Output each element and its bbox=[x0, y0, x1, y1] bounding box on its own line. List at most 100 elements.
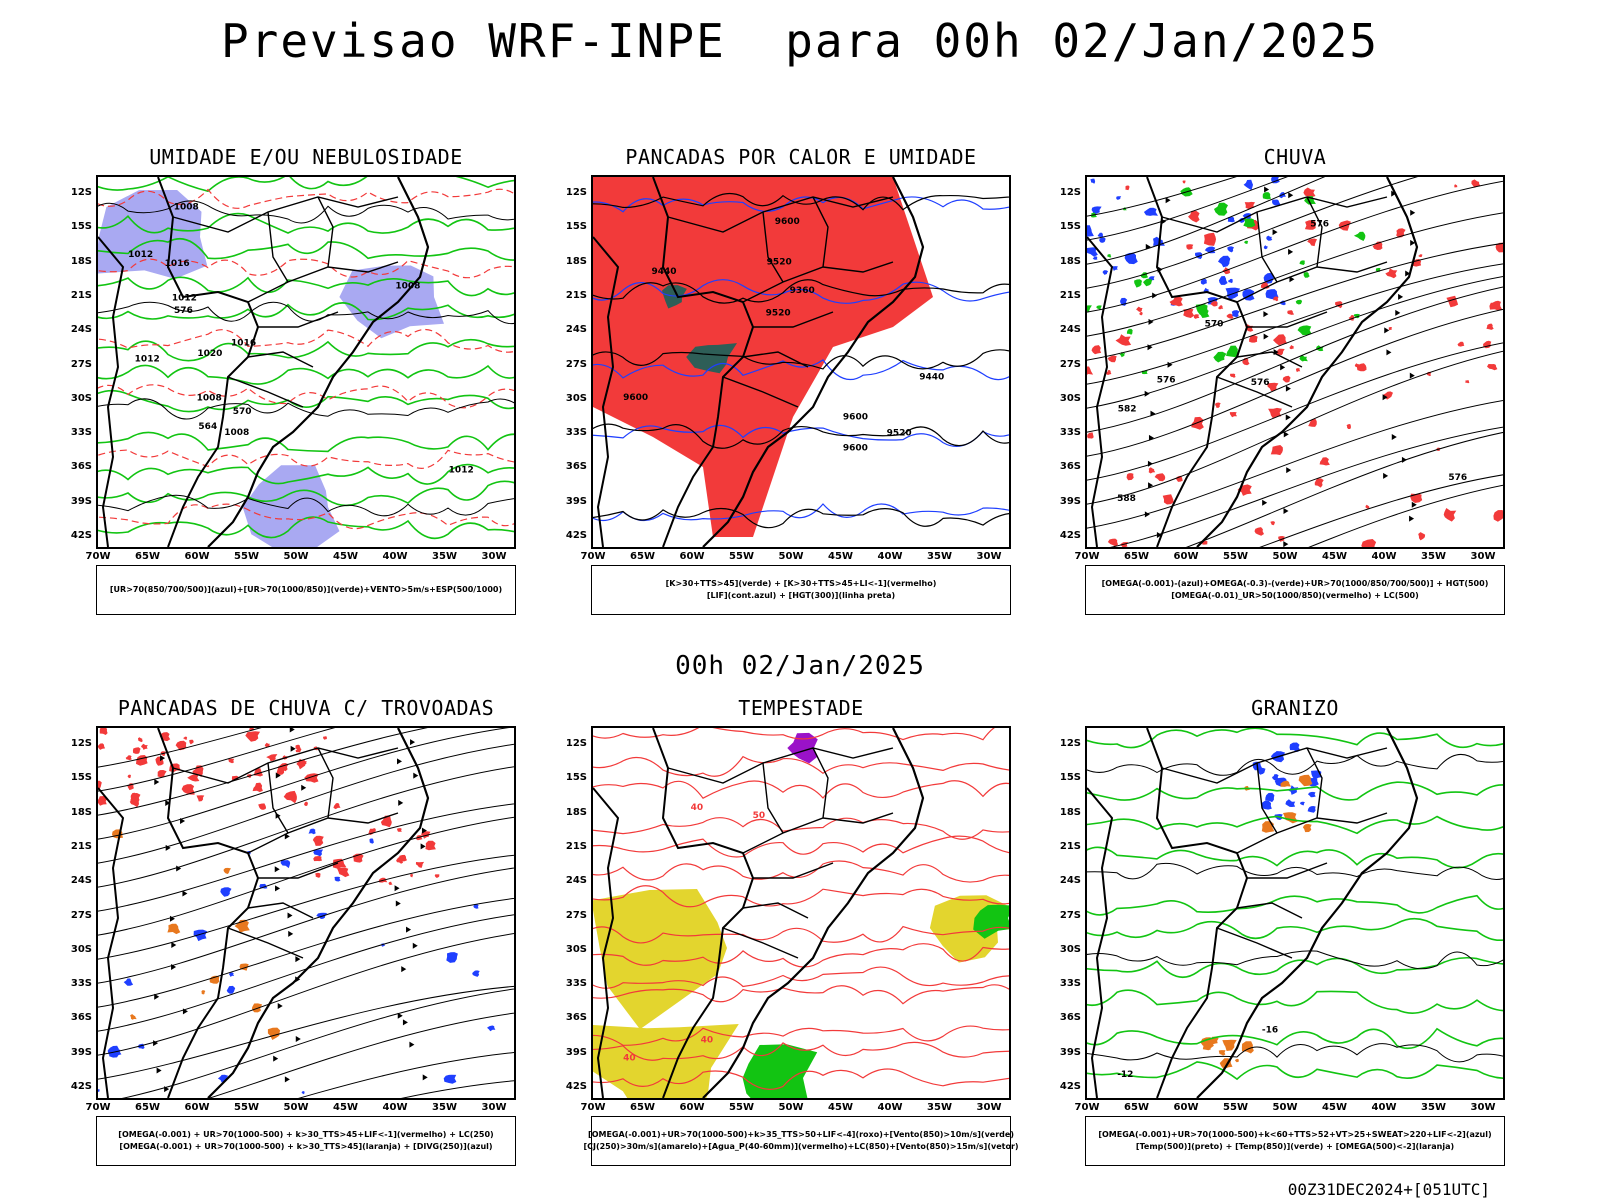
temp-850-green-contours-line bbox=[1087, 781, 1503, 801]
height-300-contours-line bbox=[593, 423, 1009, 449]
streamlines-500-line bbox=[1087, 180, 1503, 313]
latitude-tick-label: 30S bbox=[70, 943, 92, 955]
longitude-tick-label: 45W bbox=[828, 1102, 853, 1113]
latitude-tick-label: 24S bbox=[70, 324, 92, 336]
omega-blue-cells-cell bbox=[1097, 232, 1104, 238]
rain-red-cells-cell bbox=[1307, 238, 1317, 247]
hail-blue-cells-cell bbox=[1307, 806, 1316, 813]
latitude-tick-label: 33S bbox=[1059, 427, 1081, 439]
wind-arrow-icon bbox=[1148, 482, 1154, 489]
omega-blue-cells-cell bbox=[1263, 272, 1274, 284]
wind-arrow-icon bbox=[1395, 309, 1401, 316]
wind-arrow-icon bbox=[413, 772, 419, 779]
hail-blue-cells-cell bbox=[1257, 767, 1266, 775]
latitude-tick-label: 36S bbox=[565, 461, 587, 473]
contour-label: 576 bbox=[1157, 376, 1176, 386]
wind-arrow-icon bbox=[275, 885, 281, 892]
latitude-tick-label: 36S bbox=[70, 461, 92, 473]
wind-arrow-icon bbox=[277, 1002, 283, 1009]
omega-blue-cells-cell bbox=[1228, 278, 1233, 284]
rain-red-cells-cell bbox=[1495, 242, 1503, 253]
map-tempestade[interactable]: 40 50 40 40 bbox=[591, 726, 1011, 1100]
coastline bbox=[702, 177, 925, 547]
map-granizo[interactable]: -12 -16 bbox=[1085, 726, 1505, 1100]
wind-arrow-icon bbox=[406, 926, 412, 933]
contour-label: 1020 bbox=[197, 349, 222, 359]
storm-red-cells-cell bbox=[132, 747, 141, 754]
wind-arrow-icon bbox=[1410, 209, 1416, 216]
wind-arrow-icon bbox=[1283, 541, 1289, 547]
rain-red-cells-cell bbox=[1267, 382, 1279, 391]
omega-green-cells-cell bbox=[1107, 254, 1112, 258]
streamlines-500-line bbox=[1087, 177, 1237, 217]
storm-red-cells-cell bbox=[266, 754, 278, 762]
wind-arrow-icon bbox=[1147, 344, 1153, 351]
rain-red-cells-cell bbox=[1346, 424, 1351, 429]
wind-arrow-icon bbox=[1263, 333, 1269, 340]
map-pancadas-trovoadas[interactable] bbox=[96, 726, 516, 1100]
jet-yellow-area bbox=[593, 1024, 739, 1098]
latitude-tick-label: 42S bbox=[70, 1081, 92, 1092]
storm-red-cells-cell bbox=[312, 835, 324, 846]
panel-pancadas-trovoadas: PANCADAS DE CHUVA C/ TROVOADAS [OMEGA(-0… bbox=[71, 696, 516, 1166]
streamlines-500-line bbox=[1087, 212, 1503, 337]
wind-arrow-icon bbox=[1273, 349, 1279, 356]
map-umidade[interactable]: 1012 1008 1008 1012 1016 1020 1012 1008 1016 1008… bbox=[96, 175, 516, 549]
omega-green-cells-cell bbox=[1214, 202, 1228, 216]
omega-orange-cells-cell bbox=[1200, 1037, 1214, 1049]
rain-red-cells-cell bbox=[1490, 300, 1501, 310]
longitude-tick-label: 30W bbox=[1470, 1102, 1496, 1113]
wind-arrow-icon bbox=[1285, 385, 1291, 392]
rain-red-cells-cell bbox=[1296, 368, 1301, 373]
legend-line: [Temp(500)](preto) + [Temp(850)](verde) … bbox=[1135, 1142, 1455, 1151]
contour-label: 582 bbox=[1118, 405, 1137, 415]
divergence-blue-cells-cell bbox=[308, 828, 316, 835]
storm-red-cells-cell bbox=[183, 736, 188, 740]
longitude-tick-label: 50W bbox=[283, 551, 309, 562]
divergence-blue-cells-cell bbox=[301, 1091, 305, 1095]
contour-label: 9440 bbox=[651, 267, 676, 277]
storm-red-cells-cell bbox=[187, 774, 200, 782]
storm-red-cells-cell bbox=[304, 801, 308, 806]
streamlines-250-line bbox=[98, 897, 514, 1008]
latitude-tick-label: 15S bbox=[1059, 772, 1081, 784]
rain-red-cells-cell bbox=[1182, 180, 1186, 184]
humidity-upper-area bbox=[242, 465, 340, 547]
hail-blue-cells-cell bbox=[1265, 792, 1275, 803]
longitude-tick-label: 30W bbox=[481, 551, 507, 562]
legend-line: [OMEGA(-0.001) + UR>70(1000-500) + k>30_… bbox=[119, 1142, 493, 1151]
storm-red-cells-cell bbox=[136, 755, 148, 766]
storm-red-cells-cell bbox=[141, 743, 148, 750]
temp-850-green-contours-line bbox=[1087, 846, 1503, 869]
longitude-tick-label: 30W bbox=[1470, 551, 1496, 562]
latitude-tick-label: 21S bbox=[565, 289, 587, 301]
coastline-and-borders bbox=[1087, 177, 1419, 547]
storm-red-cells-cell bbox=[434, 874, 440, 878]
rain-red-cells-cell bbox=[1418, 254, 1423, 258]
wind-arrow-icon bbox=[1410, 239, 1416, 246]
map-pancadas-calor[interactable]: 9600 9600 9600 9600 9520 9520 9440 9440 9360 9520 bbox=[591, 175, 1011, 549]
latitude-tick-label: 12S bbox=[565, 738, 587, 749]
map-canvas: 588 582 576 576 576 570 576 bbox=[1087, 177, 1503, 547]
panel-umidade: UMIDADE E/OU NEBULOSIDADE 1012 1008 1008 10… bbox=[71, 145, 516, 615]
rain-red-cells-cell bbox=[1486, 323, 1494, 330]
contour-label: 1008 bbox=[174, 202, 199, 212]
lifted-index-contours-line bbox=[593, 359, 1009, 381]
pressure-isobars-line bbox=[98, 301, 514, 325]
longitude-tick-label: 60W bbox=[679, 1102, 705, 1113]
rain-red-cells-cell bbox=[1169, 296, 1183, 307]
divergence-blue-cells-cell bbox=[443, 1074, 457, 1084]
streamlines-250-line bbox=[98, 985, 514, 1080]
storm-red-cells-cell bbox=[129, 796, 140, 808]
latitude-tick-label: 18S bbox=[70, 806, 92, 818]
contour-label: 1012 bbox=[135, 354, 160, 364]
latitude-tick-label: 24S bbox=[565, 875, 587, 887]
rain-red-cells-cell bbox=[1193, 314, 1200, 319]
country-border bbox=[157, 177, 260, 547]
rain-red-cells-cell bbox=[1087, 366, 1094, 375]
map-chuva[interactable]: 588 582 576 576 576 570 576 bbox=[1085, 175, 1505, 549]
precip-water-red-contours-line bbox=[593, 984, 1009, 1005]
legend-line: [OMEGA(-0.001)-(azul)+OMEGA(-0.3)-(verde… bbox=[1101, 579, 1489, 588]
latitude-tick-label: 33S bbox=[1059, 978, 1081, 990]
storm-red-cells-cell bbox=[99, 728, 108, 735]
